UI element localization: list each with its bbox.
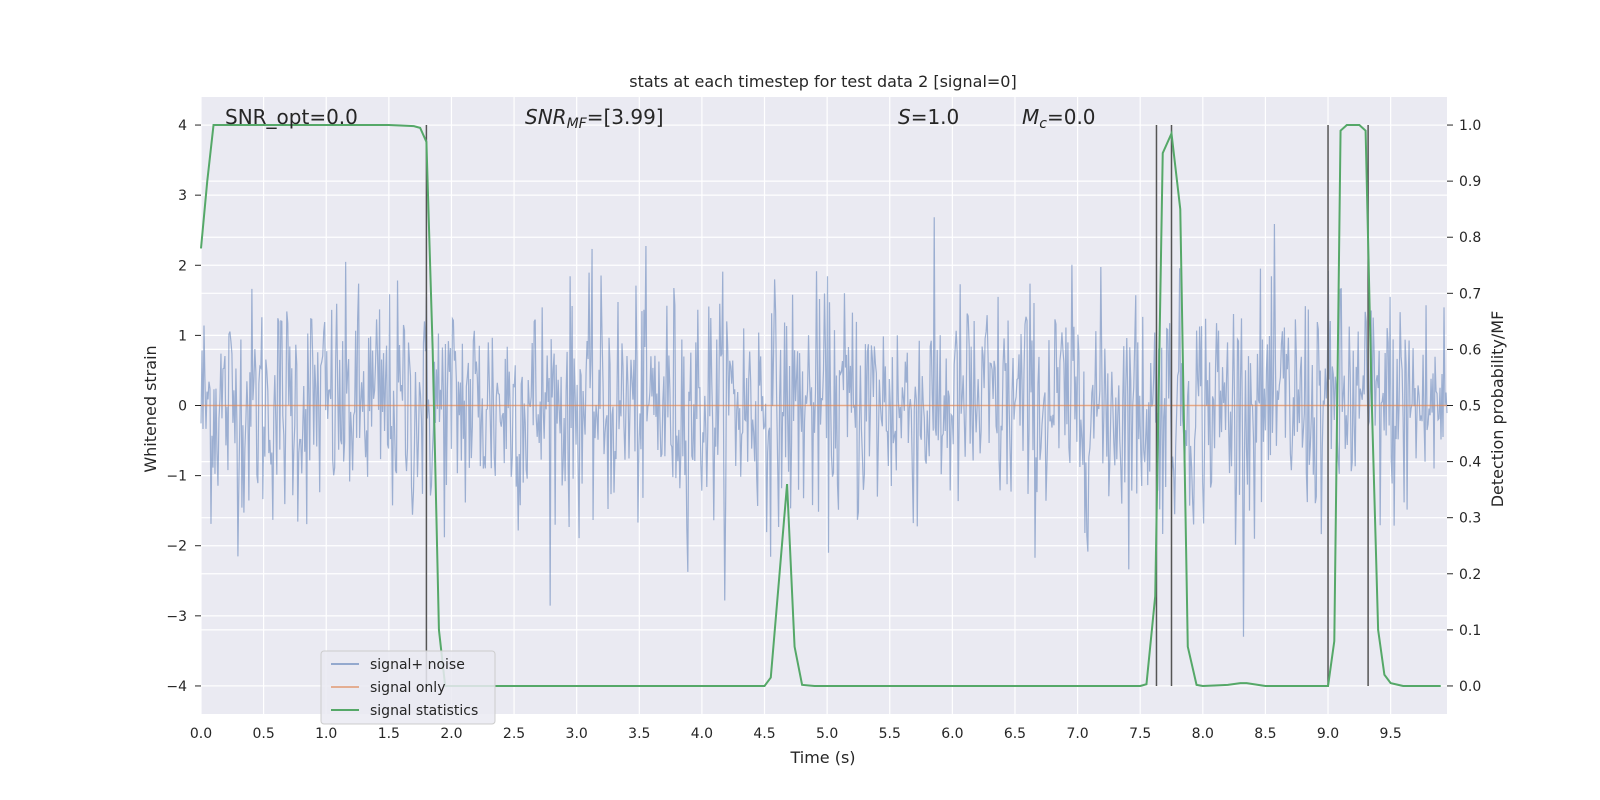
y-right-tick-label: 0.9 (1459, 174, 1481, 190)
y-tick-label: 0 (178, 399, 187, 415)
x-tick-label: 1.0 (315, 726, 337, 742)
chart-title: stats at each timestep for test data 2 [… (629, 72, 1016, 91)
annotation-mc: Mc=0.0 (1022, 105, 1096, 132)
y-right-tick-label: 0.8 (1459, 230, 1481, 246)
annotation-snr-mf-value: =[3.99] (587, 105, 664, 129)
y-tick-label: 2 (178, 258, 187, 274)
annotation-snr-opt: SNR_opt=0.0 (225, 105, 358, 129)
annotation-s: S=1.0 (898, 105, 959, 129)
x-tick-label: 1.5 (378, 726, 400, 742)
x-tick-label: 7.5 (1129, 726, 1151, 742)
x-tick-label: 6.0 (941, 726, 963, 742)
annotation-mc-value: =0.0 (1047, 105, 1096, 129)
series-signal-statistics (200, 124, 1441, 687)
y-right-tick-label: 0.7 (1459, 286, 1481, 302)
annotation-s-value: =1.0 (911, 105, 960, 129)
y-right-tick-label: 0.1 (1459, 623, 1481, 639)
y-tick-label: −2 (166, 539, 187, 555)
y-axis-label: Whitened strain (141, 345, 160, 472)
y-tick-label: −1 (166, 469, 187, 485)
noise-trace (200, 217, 1448, 637)
x-tick-label: 6.5 (1004, 726, 1026, 742)
x-tick-label: 8.0 (1192, 726, 1214, 742)
axis-ticks: 0.0 0.5 1.0 1.5 2.0 2.5 3.0 3.5 4.0 4.5 5.0 5.5 6.0 6… (166, 118, 1481, 742)
legend-label-signal-only: signal only (370, 680, 445, 696)
x-tick-label: 4.0 (691, 726, 713, 742)
y-right-tick-label: 0.4 (1459, 455, 1481, 471)
legend-label-signal-noise: signal+ noise (370, 657, 465, 673)
x-tick-label: 3.0 (566, 726, 588, 742)
annotation-snr-mf-sub: MF (567, 116, 588, 132)
y-right-tick-label: 0.2 (1459, 567, 1481, 583)
y-tick-label: 3 (178, 188, 187, 204)
x-tick-label: 5.5 (879, 726, 901, 742)
annotation-snr-mf-base: SNR (525, 105, 567, 129)
y-right-tick-label: 1.0 (1459, 118, 1481, 134)
y-tick-label: −4 (166, 679, 187, 695)
y-right-tick-label: 0.5 (1459, 399, 1481, 415)
y-axis-right-label: Detection probability/MF (1488, 311, 1507, 508)
legend-box (320, 650, 496, 725)
x-tick-label: 0.5 (252, 726, 274, 742)
x-tick-label: 2.5 (503, 726, 525, 742)
y-right-tick-label: 0.0 (1459, 679, 1481, 695)
y-tick-label: 1 (178, 328, 187, 344)
x-tick-label: 4.5 (753, 726, 775, 742)
annotations: SNR_opt=0.0 SNRMF=[3.99] S=1.0 Mc=0.0 (225, 105, 1096, 132)
x-tick-label: 9.5 (1380, 726, 1402, 742)
x-tick-label: 8.5 (1254, 726, 1276, 742)
annotation-mc-sub: c (1039, 116, 1047, 132)
legend: signal+ noise signal only signal statist… (320, 650, 496, 725)
y-right-tick-label: 0.6 (1459, 342, 1481, 358)
x-tick-label: 2.0 (440, 726, 462, 742)
y-tick-label: 4 (178, 118, 187, 134)
legend-label-signal-statistics: signal statistics (370, 703, 478, 719)
x-tick-label: 7.0 (1066, 726, 1088, 742)
statistics-line (200, 124, 1441, 687)
y-tick-label: −3 (166, 609, 187, 625)
x-tick-label: 0.0 (190, 726, 212, 742)
annotation-snr-mf: SNRMF=[3.99] (525, 105, 664, 132)
annotation-mc-base: M (1022, 105, 1039, 129)
annotation-s-symbol: S (898, 105, 911, 129)
x-tick-label: 5.0 (816, 726, 838, 742)
x-axis-label: Time (s) (789, 748, 855, 767)
y-right-tick-label: 0.3 (1459, 511, 1481, 527)
x-tick-label: 3.5 (628, 726, 650, 742)
x-tick-label: 9.0 (1317, 726, 1339, 742)
series-signal-noise (200, 217, 1448, 637)
